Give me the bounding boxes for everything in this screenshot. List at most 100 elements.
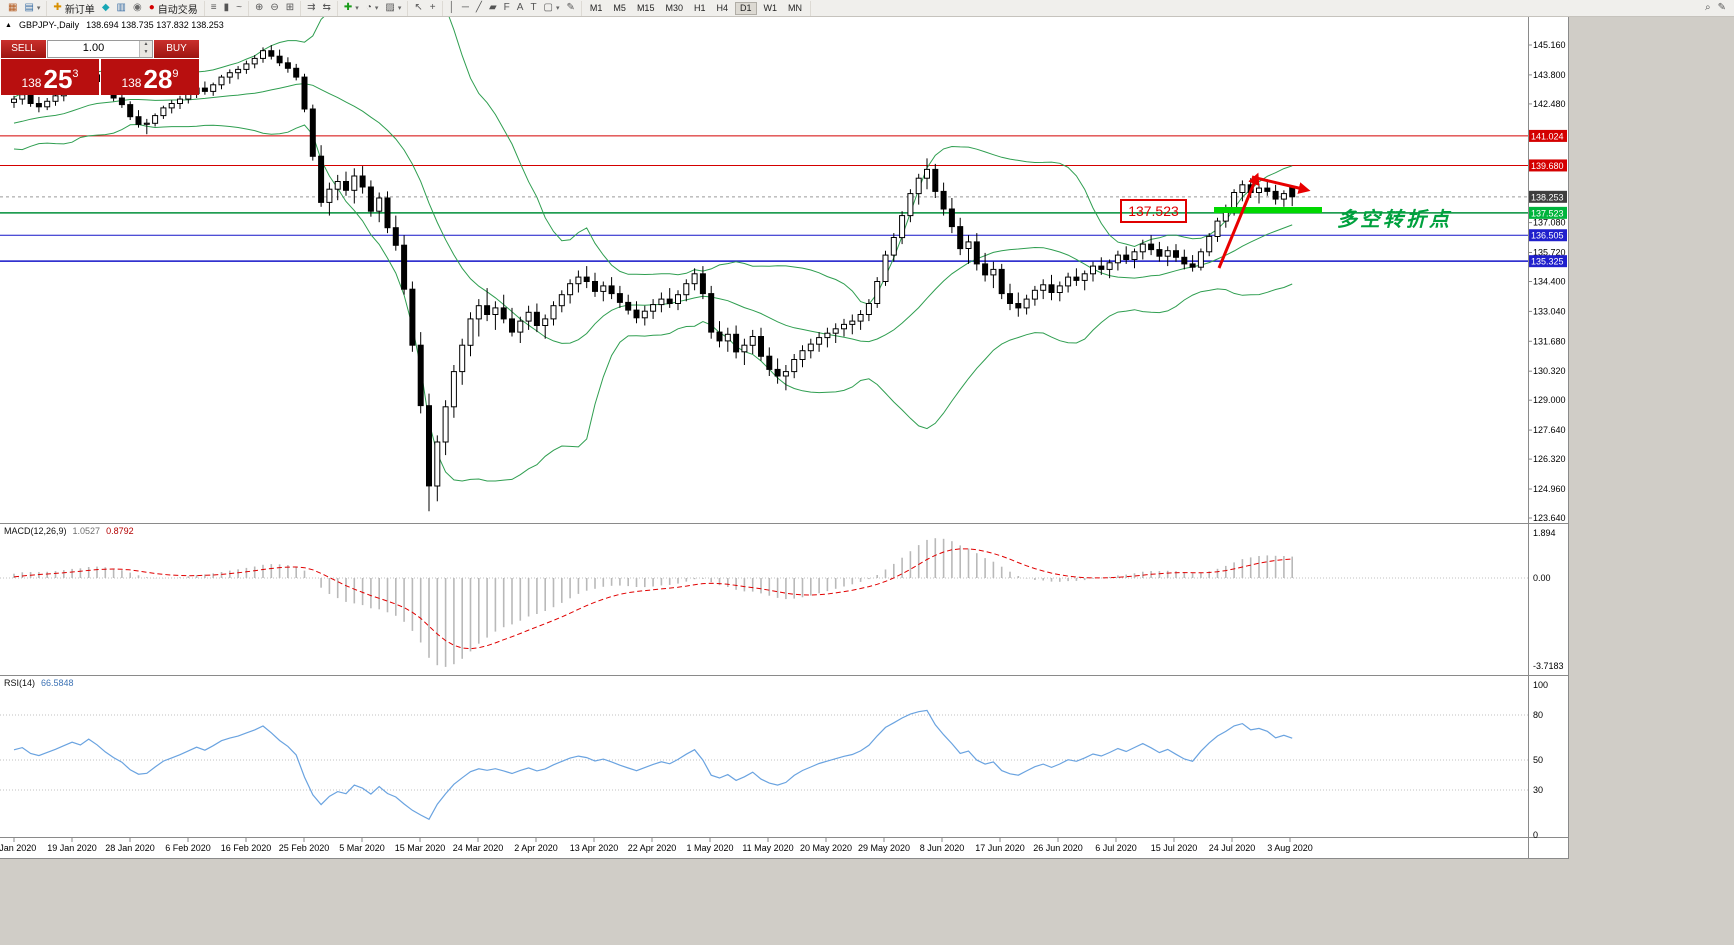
vertical-line-icon[interactable]: │ bbox=[448, 2, 455, 13]
periods-icon[interactable]: ◔ ▾ bbox=[365, 2, 379, 13]
svg-text:11 May 2020: 11 May 2020 bbox=[742, 843, 793, 853]
price-note-annotation[interactable]: 137.523 bbox=[1120, 199, 1187, 223]
buy-price-prefix: 138 bbox=[121, 76, 142, 90]
svg-text:15 Jul 2020: 15 Jul 2020 bbox=[1151, 843, 1198, 853]
svg-text:6 Feb 2020: 6 Feb 2020 bbox=[165, 843, 211, 853]
timeframe-h1-button[interactable]: H1 bbox=[693, 2, 706, 13]
fibonacci-icon[interactable]: F bbox=[503, 2, 510, 13]
tile-windows-icon[interactable]: ⊞ bbox=[285, 2, 295, 13]
chart-window[interactable]: 145.160 143.800 142.480 137.080 135.720 134.4… bbox=[0, 17, 1569, 859]
svg-text:127.640: 127.640 bbox=[1533, 425, 1566, 435]
zoom-in-icon[interactable]: ⊕ bbox=[254, 2, 264, 13]
svg-text:130.320: 130.320 bbox=[1533, 366, 1566, 376]
new-chart-icon[interactable]: ▦ bbox=[8, 2, 18, 13]
timeframe-mn-button[interactable]: MN bbox=[788, 2, 803, 13]
svg-text:138.253: 138.253 bbox=[1531, 192, 1564, 202]
svg-text:1.894: 1.894 bbox=[1533, 528, 1556, 538]
pencil-icon[interactable]: ✎ bbox=[566, 2, 575, 13]
auto-scroll-icon[interactable]: ⇉ bbox=[307, 2, 316, 13]
svg-text:5 Mar 2020: 5 Mar 2020 bbox=[339, 843, 385, 853]
one-click-trading-panel: SELL 1.00 ▲ ▼ BUY 138 25 3 138 bbox=[1, 40, 199, 95]
svg-text:142.480: 142.480 bbox=[1533, 99, 1566, 109]
toolbar-group-chart-type: ≡ ▮ ~ bbox=[205, 0, 249, 16]
macd-signal-line bbox=[13, 548, 1293, 650]
line-chart-icon[interactable]: ~ bbox=[236, 2, 242, 13]
svg-text:1 May 2020: 1 May 2020 bbox=[686, 843, 733, 853]
svg-text:0: 0 bbox=[1533, 830, 1538, 840]
cursor-icon[interactable]: ↖ bbox=[414, 2, 423, 13]
toolbar-group-right: ⌕ ✎ bbox=[1699, 1, 1732, 16]
macd-header: MACD(12,26,9) 1.0527 0.8792 bbox=[4, 526, 134, 536]
sell-button[interactable]: SELL bbox=[1, 40, 46, 58]
svg-text:100: 100 bbox=[1533, 680, 1548, 690]
timeframe-d1-button[interactable]: D1 bbox=[735, 1, 757, 15]
new-order-button[interactable]: ✚ 新订单 bbox=[53, 2, 95, 16]
text-tool-icon[interactable]: A bbox=[516, 2, 524, 13]
rsi-name: RSI(14) bbox=[4, 678, 36, 688]
crosshair-icon[interactable]: + bbox=[429, 2, 436, 13]
shapes-icon[interactable]: ▢ ▾ bbox=[543, 2, 560, 13]
timeframe-m15-button[interactable]: M15 bbox=[636, 2, 655, 13]
autotrading-button[interactable]: ● 自动交易 bbox=[148, 2, 198, 16]
svg-text:25 Feb 2020: 25 Feb 2020 bbox=[279, 843, 330, 853]
timeframe-m5-button[interactable]: M5 bbox=[613, 2, 626, 13]
svg-text:126.320: 126.320 bbox=[1533, 454, 1566, 464]
strategy-tester-icon[interactable]: ◉ bbox=[132, 2, 142, 13]
quick-edit-icon[interactable]: ✎ bbox=[1717, 2, 1726, 13]
chart-symbol-header: ▲ GBPJPY-,Daily 138.694 138.735 137.832 … bbox=[5, 20, 224, 30]
svg-text:50: 50 bbox=[1533, 755, 1543, 765]
svg-text:137.523: 137.523 bbox=[1531, 208, 1564, 218]
volume-up-icon[interactable]: ▲ bbox=[140, 41, 152, 49]
channel-icon[interactable]: ▰ bbox=[488, 2, 497, 13]
trendline-icon[interactable]: ╱ bbox=[475, 2, 482, 13]
zoom-out-icon[interactable]: ⊖ bbox=[270, 2, 279, 13]
svg-text:145.160: 145.160 bbox=[1533, 40, 1566, 50]
toolbar-group-drawing-tools: │ ─ ╱ ▰ F A T ▢ ▾ ✎ bbox=[443, 0, 582, 16]
templates-icon[interactable]: ▨ ▾ bbox=[385, 2, 402, 13]
bars-chart-icon[interactable]: ≡ bbox=[210, 2, 217, 13]
buy-button[interactable]: BUY bbox=[154, 40, 199, 58]
horizontal-line-objects[interactable] bbox=[0, 135, 1528, 262]
turning-point-label[interactable]: 多空转折点 bbox=[1337, 209, 1452, 231]
chart-canvas[interactable]: 145.160 143.800 142.480 137.080 135.720 134.4… bbox=[0, 17, 1568, 858]
red-arrow-2[interactable] bbox=[1251, 175, 1311, 194]
timeframe-h4-button[interactable]: H4 bbox=[716, 2, 728, 13]
volume-input[interactable]: 1.00 bbox=[82, 42, 105, 54]
candlestick-chart-icon[interactable]: ▮ bbox=[223, 2, 230, 13]
rsi-header: RSI(14) 66.5848 bbox=[4, 678, 74, 688]
svg-text:24 Jul 2020: 24 Jul 2020 bbox=[1209, 843, 1256, 853]
search-icon[interactable]: ⌕ bbox=[1705, 2, 1711, 13]
timeframe-m1-button[interactable]: M1 bbox=[589, 2, 603, 13]
sell-price-display[interactable]: 138 25 3 bbox=[1, 59, 99, 95]
price-scale[interactable]: 145.160 143.800 142.480 137.080 135.720 134.4… bbox=[1528, 17, 1568, 858]
red-arrow-1[interactable] bbox=[1217, 172, 1260, 269]
candlesticks-layer bbox=[11, 45, 1296, 512]
horizontal-line-icon[interactable]: ─ bbox=[461, 2, 469, 13]
buy-price-sup: 9 bbox=[172, 68, 179, 80]
svg-text:135.325: 135.325 bbox=[1531, 257, 1564, 267]
time-scale[interactable]: 7 Jan 2020 19 Jan 2020 28 Jan 2020 6 Feb 20… bbox=[0, 838, 1313, 853]
svg-text:19 Jan 2020: 19 Jan 2020 bbox=[47, 843, 97, 853]
svg-text:22 Apr 2020: 22 Apr 2020 bbox=[628, 843, 677, 853]
arrow-tool-icon[interactable]: T bbox=[530, 2, 537, 13]
timeframe-m30-button[interactable]: M30 bbox=[665, 2, 683, 13]
timeframe-w1-button[interactable]: W1 bbox=[763, 2, 778, 13]
toolbar-group-trading: ✚ 新订单 ◆ ▥ ◉ ● 自动交易 bbox=[47, 0, 205, 16]
svg-text:133.040: 133.040 bbox=[1533, 306, 1566, 316]
rsi-line bbox=[13, 709, 1293, 821]
svg-text:17 Jun 2020: 17 Jun 2020 bbox=[975, 843, 1025, 853]
svg-text:15 Mar 2020: 15 Mar 2020 bbox=[395, 843, 446, 853]
metaquotes-icon[interactable]: ◆ bbox=[101, 2, 110, 13]
green-trend-segment[interactable] bbox=[1214, 207, 1322, 213]
market-watch-icon[interactable]: ▥ bbox=[116, 2, 126, 13]
svg-text:13 Apr 2020: 13 Apr 2020 bbox=[570, 843, 619, 853]
annotations-layer[interactable] bbox=[1214, 172, 1322, 269]
volume-down-icon[interactable]: ▼ bbox=[140, 49, 152, 57]
ohlc-readout: 138.694 138.735 137.832 138.253 bbox=[86, 20, 224, 30]
sell-price-big: 25 bbox=[43, 64, 73, 94]
buy-price-display[interactable]: 138 28 9 bbox=[101, 59, 199, 95]
profiles-icon[interactable]: ▤ ▾ bbox=[24, 2, 41, 13]
chart-shift-icon[interactable]: ⇆ bbox=[322, 2, 331, 13]
indicators-icon[interactable]: ✚ ▾ bbox=[343, 2, 359, 13]
svg-text:0.00: 0.00 bbox=[1533, 573, 1551, 583]
